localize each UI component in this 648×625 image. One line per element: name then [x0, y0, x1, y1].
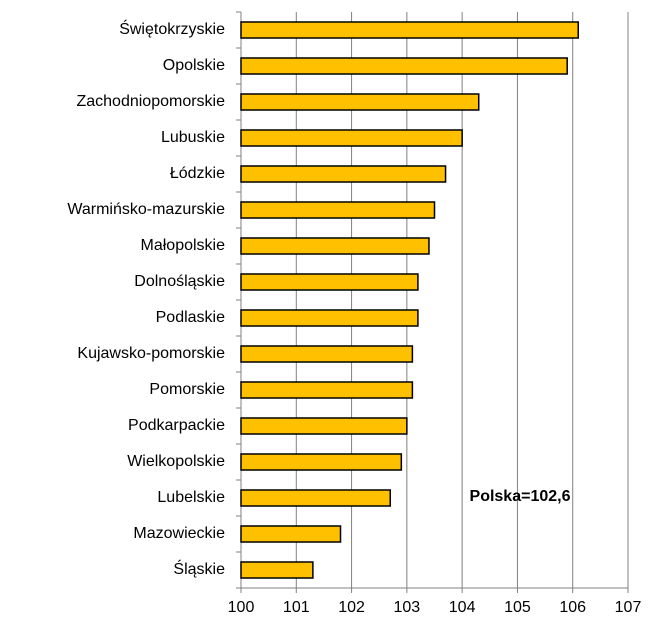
bar — [240, 525, 342, 543]
y-tick-label: Zachodniopomorskie — [76, 93, 225, 110]
x-tick-label: 106 — [559, 599, 586, 616]
bar — [240, 165, 447, 183]
x-tick-label: 103 — [394, 599, 421, 616]
y-tick-label: Kujawsko-pomorskie — [77, 345, 225, 362]
bar — [240, 273, 419, 291]
x-tick-label: 104 — [449, 599, 476, 616]
bar — [240, 237, 430, 255]
y-tick-label: Podlaskie — [156, 309, 225, 326]
x-tick-label: 105 — [504, 599, 531, 616]
bar — [240, 561, 314, 579]
bar — [240, 345, 414, 363]
bar — [240, 417, 408, 435]
bar — [240, 309, 419, 327]
bar — [240, 57, 568, 75]
x-tick-label: 101 — [283, 599, 310, 616]
y-tick-label: Lubelskie — [157, 489, 225, 506]
y-tick-label: Pomorskie — [149, 381, 225, 398]
y-tick-label: Podkarpackie — [128, 417, 225, 434]
bar — [240, 201, 436, 219]
y-tick-label: Dolnośląskie — [134, 273, 225, 290]
y-tick-label: Małopolskie — [141, 237, 226, 254]
bar — [240, 93, 480, 111]
annotation: Polska=102,6 — [470, 488, 571, 505]
bar — [240, 453, 403, 471]
y-tick-label: Warmińsko-mazurskie — [67, 201, 225, 218]
y-tick-label: Lubuskie — [161, 129, 225, 146]
bar — [240, 21, 579, 39]
y-tick-label: Mazowieckie — [133, 525, 225, 542]
x-tick-label: 100 — [228, 599, 255, 616]
y-tick-label: Świętokrzyskie — [119, 19, 225, 38]
x-tick-label: 102 — [338, 599, 365, 616]
bar — [240, 381, 414, 399]
y-tick-label: Śląskie — [173, 559, 225, 578]
y-tick-label: Opolskie — [163, 57, 225, 74]
x-tick-label: 107 — [615, 599, 642, 616]
y-tick-label: Łódzkie — [170, 165, 225, 182]
y-tick-label: Wielkopolskie — [127, 453, 225, 470]
bar — [240, 489, 392, 507]
bar — [240, 129, 463, 147]
